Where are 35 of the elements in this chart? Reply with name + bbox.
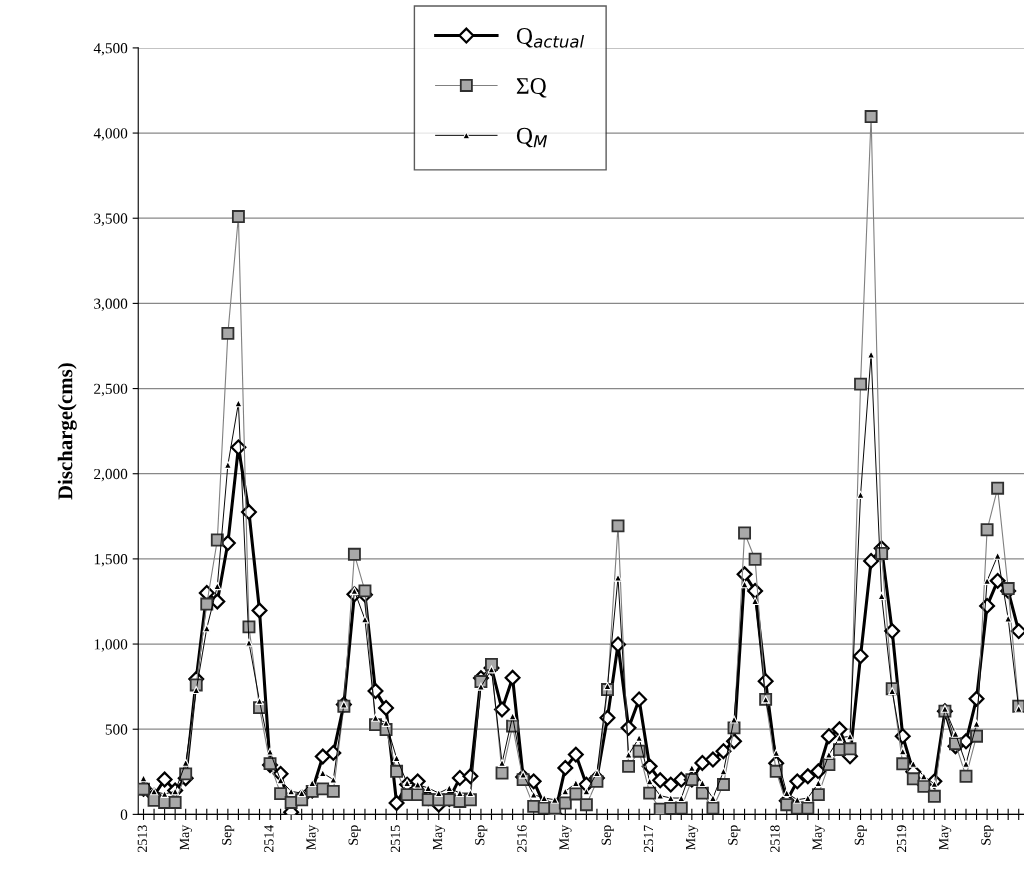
x-tick-label: May <box>432 824 446 850</box>
x-tick-label: May <box>559 824 572 850</box>
x-tick-label: 2514 <box>264 825 274 852</box>
legend-label: Q$_{actual}$ <box>516 28 585 48</box>
x-tick-label: Sep <box>475 825 488 845</box>
x-tick-label: 2515 <box>390 825 401 852</box>
x-tick-label: May <box>306 824 319 850</box>
x-tick-label: May <box>179 824 192 850</box>
y-axis-title: Discharge(cms) <box>57 363 77 500</box>
legend-label: Q$_{M}$ <box>516 127 548 148</box>
x-tick-label: 2513 <box>137 825 147 852</box>
x-tick-label: 2519 <box>896 825 907 852</box>
x-tick-label: Sep <box>981 825 994 845</box>
y-tick-label: 4,000 <box>93 128 128 141</box>
x-tick-label: Sep <box>222 825 235 845</box>
x-tick-label: Sep <box>854 825 867 845</box>
y-tick-label: 4,500 <box>93 43 128 56</box>
y-tick-label: 3,000 <box>94 298 128 312</box>
legend-label: ΣQ <box>516 78 547 98</box>
y-tick-label: 1,500 <box>94 554 128 567</box>
x-tick-label: May <box>812 824 825 850</box>
y-tick-label: 500 <box>105 724 128 735</box>
x-tick-label: Sep <box>601 825 614 845</box>
x-tick-label: 2516 <box>517 825 527 852</box>
y-tick-label: 3,500 <box>94 213 128 226</box>
x-tick-label: 2517 <box>643 825 654 852</box>
x-tick-label: Sep <box>728 825 741 845</box>
x-tick-label: 2518 <box>770 825 780 852</box>
x-tick-label: Sep <box>348 825 361 845</box>
y-tick-label: 1,000 <box>94 639 128 652</box>
y-tick-label: 2,000 <box>94 468 128 482</box>
y-tick-label: 2,500 <box>94 383 128 397</box>
y-tick-label: 0 <box>120 809 128 820</box>
x-tick-label: May <box>686 824 699 850</box>
x-tick-label: May <box>939 824 952 850</box>
